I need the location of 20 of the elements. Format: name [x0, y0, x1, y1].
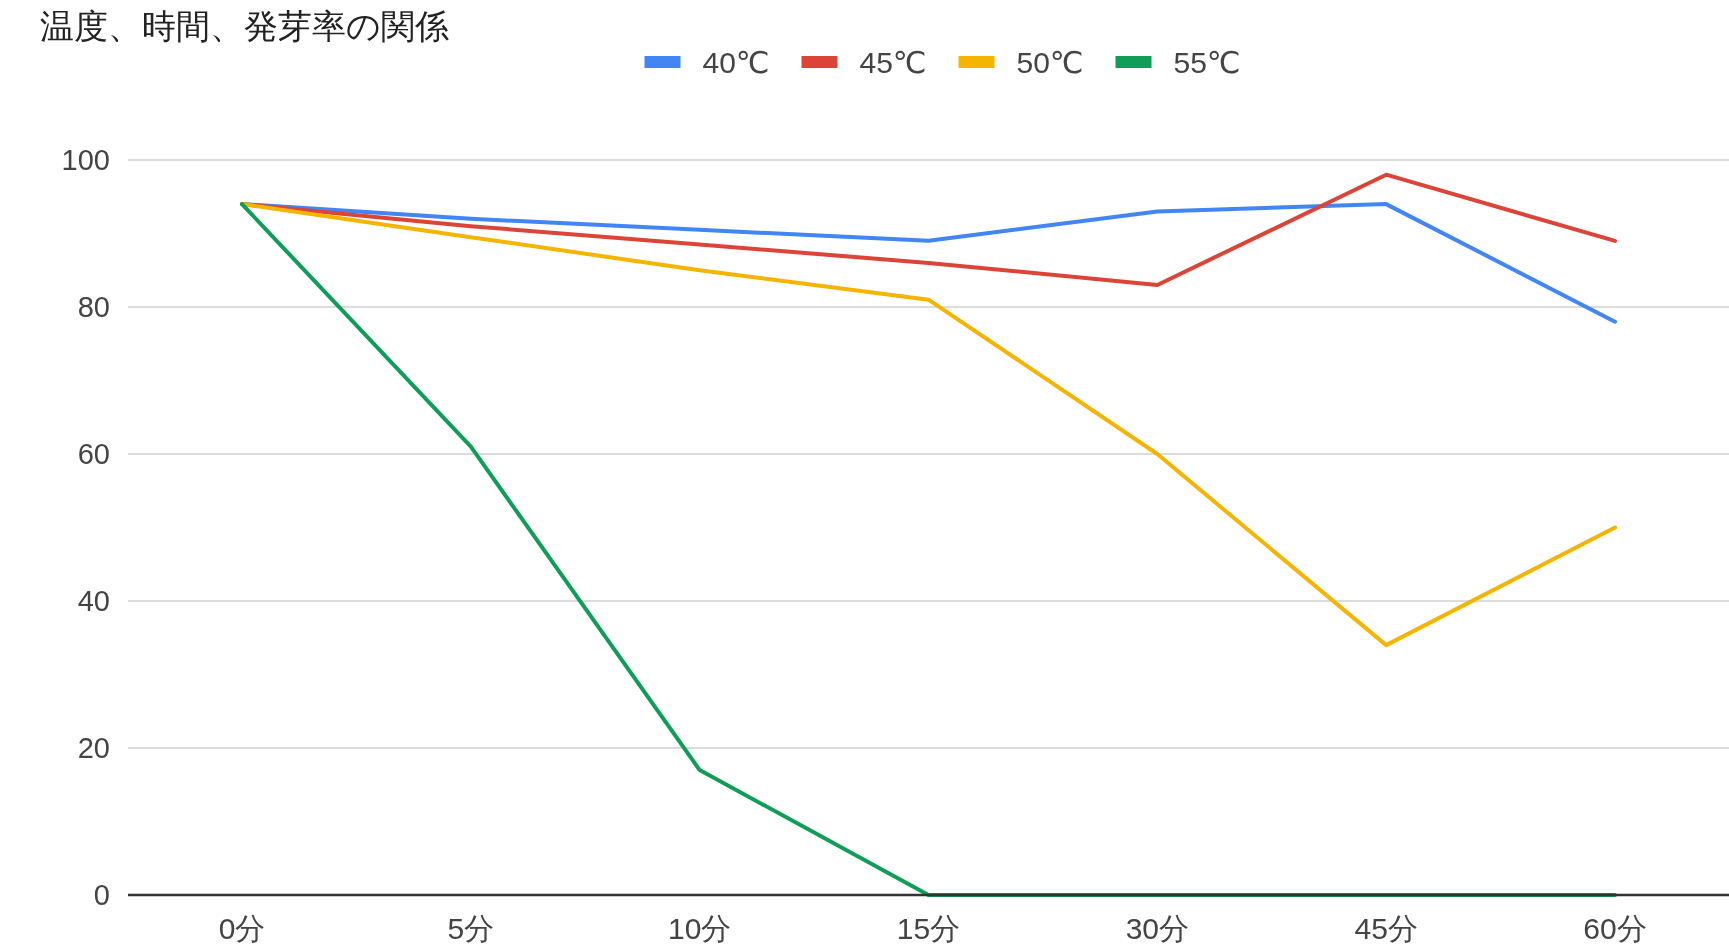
- x-tick-label: 10分: [667, 912, 732, 945]
- legend-label: 45℃: [859, 46, 927, 79]
- y-tick-label: 20: [77, 732, 110, 764]
- legend-label: 55℃: [1173, 46, 1241, 79]
- y-tick-label: 100: [61, 144, 110, 176]
- line-series: [240, 202, 1617, 648]
- y-tick-label: 80: [77, 291, 110, 323]
- x-tick-label: 45分: [1354, 912, 1418, 945]
- x-tick-label: 5分: [447, 912, 495, 945]
- y-tick-label: 0: [93, 879, 110, 911]
- x-tick-label: 30分: [1125, 912, 1190, 945]
- y-tick-label: 60: [77, 438, 110, 470]
- x-tick-label: 15分: [896, 912, 961, 945]
- legend-label: 50℃: [1016, 46, 1084, 79]
- legend-label: 40℃: [702, 46, 770, 79]
- chart-title: 温度、時間、発芽率の関係: [40, 7, 449, 45]
- y-tick-label: 40: [77, 585, 110, 617]
- x-tick-label: 0分: [218, 912, 266, 945]
- line-series: [240, 202, 1617, 897]
- x-tick-label: 60分: [1583, 912, 1647, 945]
